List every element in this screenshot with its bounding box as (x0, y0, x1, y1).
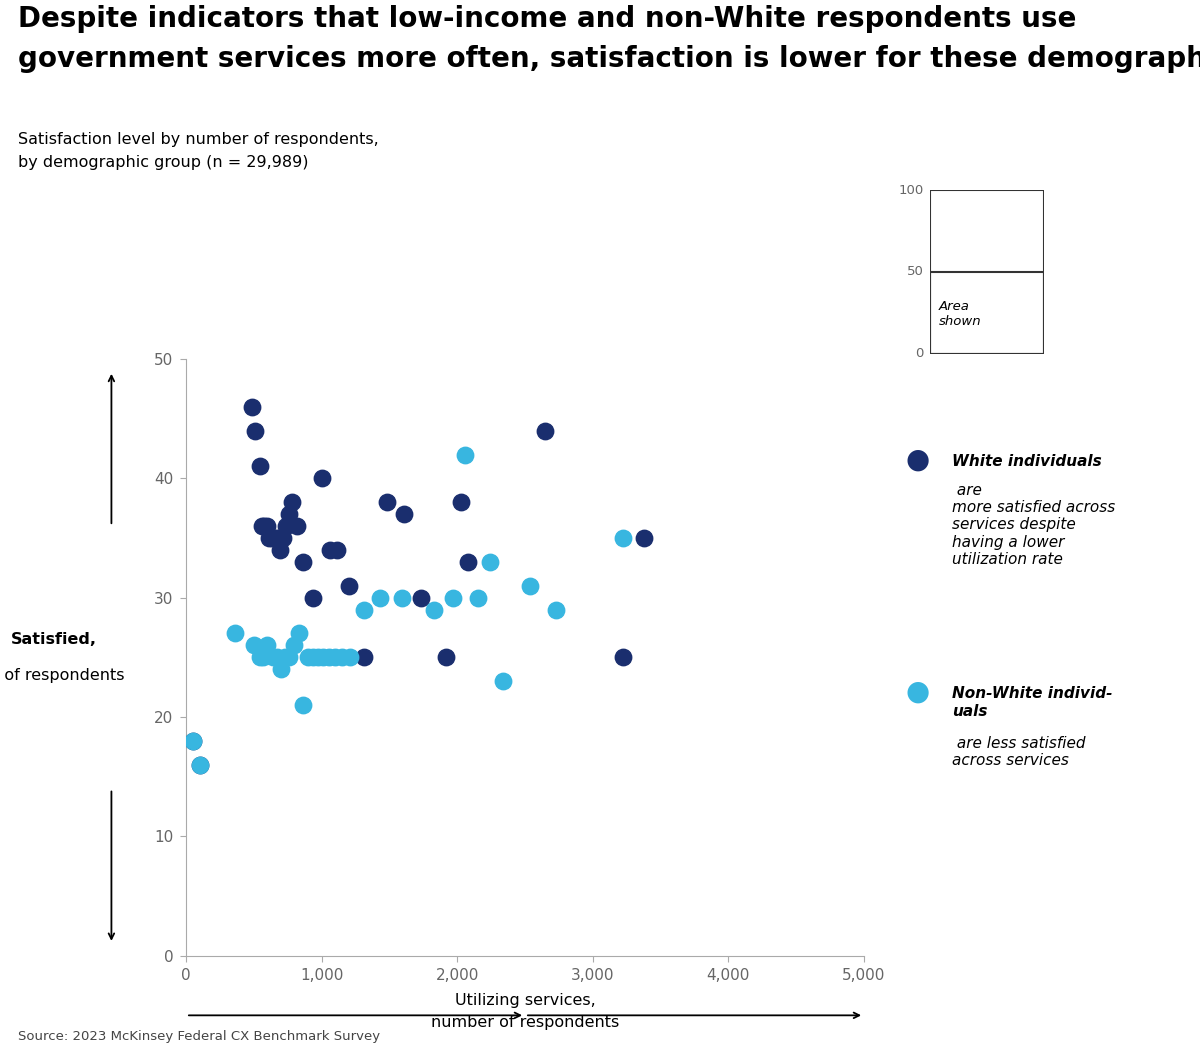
Point (410, 589, 430, 606)
Point (246, 422, 265, 439)
Point (535, 422, 554, 439)
Text: % of respondents: % of respondents (0, 668, 125, 683)
Point (325, 648, 344, 666)
Point (288, 517, 307, 534)
Point (184, 733, 203, 750)
Point (251, 458, 270, 475)
Point (251, 648, 270, 666)
Point (284, 637, 304, 654)
Text: Non-White individ-
uals: Non-White individ- uals (952, 686, 1112, 719)
Text: are
more satisfied across
services despite
having a lower
utilization rate: are more satisfied across services despi… (952, 483, 1115, 567)
Point (304, 648, 323, 666)
Point (354, 648, 373, 666)
Text: White individuals: White individuals (952, 454, 1102, 469)
Point (226, 625, 245, 642)
Point (635, 530, 654, 547)
Point (271, 542, 290, 559)
Point (253, 648, 272, 666)
Point (190, 756, 209, 773)
Point (275, 648, 294, 666)
Point (263, 530, 282, 547)
Text: are less satisfied
across services: are less satisfied across services (952, 736, 1085, 769)
Point (280, 648, 299, 666)
Point (458, 553, 478, 570)
Text: government services more often, satisfaction is lower for these demographics.: government services more often, satisfac… (18, 45, 1200, 74)
Point (546, 601, 565, 618)
Point (271, 661, 290, 678)
Point (242, 398, 262, 415)
Point (289, 625, 308, 642)
Point (257, 517, 276, 534)
Bar (930, 271, 1044, 354)
Point (341, 648, 360, 666)
Point (245, 637, 264, 654)
Point (265, 530, 284, 547)
Point (319, 648, 338, 666)
Point (312, 470, 331, 487)
Point (392, 589, 412, 606)
Point (377, 494, 396, 511)
Point (340, 578, 359, 595)
Point (425, 601, 444, 618)
Text: Source: 2023 McKinsey Federal CX Benchmark Survey: Source: 2023 McKinsey Federal CX Benchma… (18, 1031, 380, 1043)
Text: Despite indicators that low-income and non-White respondents use: Despite indicators that low-income and n… (18, 5, 1076, 34)
Point (313, 648, 332, 666)
Point (437, 648, 456, 666)
Point (493, 673, 512, 690)
Point (326, 542, 346, 559)
Point (521, 578, 540, 595)
Point (395, 506, 414, 523)
Text: Utilizing services,: Utilizing services, (455, 993, 595, 1007)
Point (294, 553, 313, 570)
Point (451, 494, 470, 511)
Point (468, 589, 487, 606)
Point (613, 530, 632, 547)
Point (613, 648, 632, 666)
Text: ●: ● (906, 678, 930, 705)
Point (308, 648, 328, 666)
Text: 0: 0 (916, 347, 924, 360)
Point (332, 648, 352, 666)
Point (258, 637, 277, 654)
Point (320, 542, 340, 559)
Point (283, 494, 302, 511)
Text: Area
shown: Area shown (940, 301, 982, 328)
Text: 50: 50 (907, 265, 924, 279)
Point (304, 589, 323, 606)
Point (354, 601, 373, 618)
Point (280, 506, 299, 523)
Point (274, 530, 293, 547)
Point (184, 733, 203, 750)
Text: Satisfied,: Satisfied, (11, 631, 97, 646)
Point (371, 589, 390, 606)
Point (480, 553, 499, 570)
Text: number of respondents: number of respondents (431, 1015, 619, 1030)
Point (254, 517, 274, 534)
Point (444, 589, 463, 606)
Point (268, 530, 287, 547)
Text: ●: ● (906, 446, 930, 473)
Point (190, 756, 209, 773)
Text: by demographic group (n = 29,989): by demographic group (n = 29,989) (18, 155, 308, 170)
Text: 100: 100 (899, 184, 924, 196)
Point (268, 648, 287, 666)
Point (456, 446, 475, 463)
Point (252, 517, 271, 534)
Text: Satisfaction level by number of respondents,: Satisfaction level by number of responde… (18, 132, 379, 147)
Point (277, 517, 296, 534)
Point (293, 697, 312, 714)
Point (263, 648, 282, 666)
Point (259, 530, 278, 547)
Point (299, 648, 318, 666)
